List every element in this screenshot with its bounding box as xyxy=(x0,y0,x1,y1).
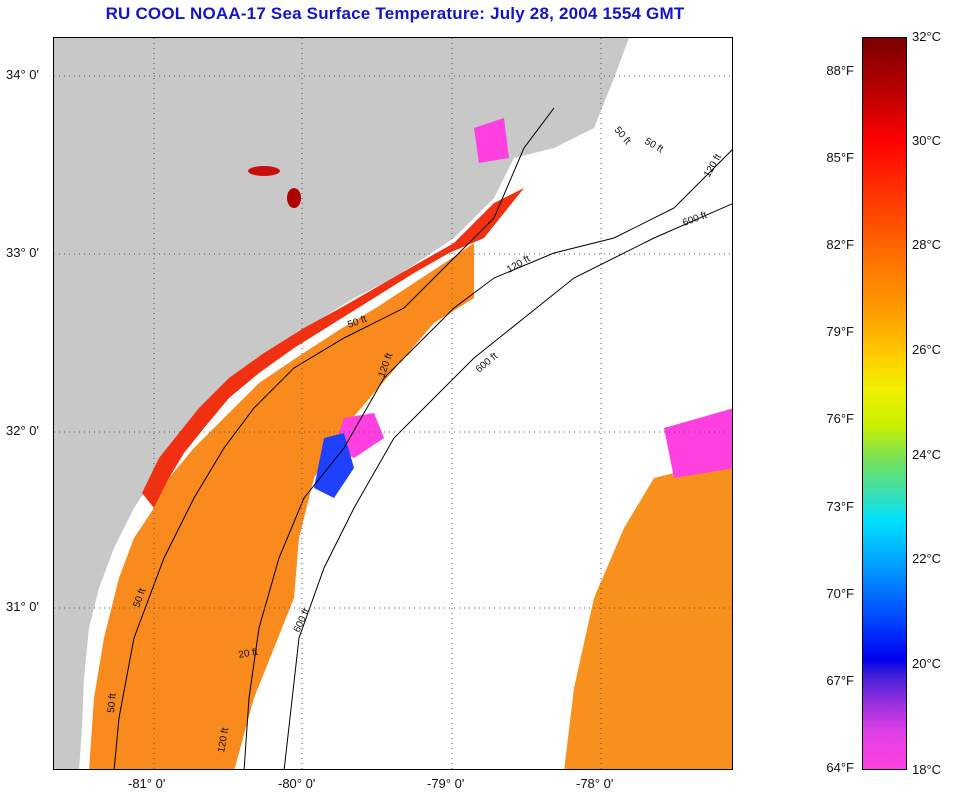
isobath-label: 120 ft xyxy=(216,727,231,754)
lat-label: 31° 0' xyxy=(6,599,39,614)
colorbar-c-label: 28°C xyxy=(912,237,942,252)
map-canvas: 50 ft 120 ft 600 ft 600 ft 120 ft 50 ft … xyxy=(54,38,732,769)
isobath-label: 120 ft xyxy=(505,253,532,275)
colorbar-f-label: 79°F xyxy=(826,324,854,339)
land-mass xyxy=(54,38,629,769)
colorbar-f-label: 73°F xyxy=(826,499,854,514)
colorbar-f-label: 70°F xyxy=(826,586,854,601)
isobath-label: 600 ft xyxy=(681,210,708,229)
colorbar-f-label: 85°F xyxy=(826,150,854,165)
warm-patch xyxy=(248,166,280,176)
lon-label: -78° 0' xyxy=(576,776,614,791)
isobath-label: 50 ft xyxy=(643,136,666,155)
isobath-label: 50 ft xyxy=(612,125,633,147)
colorbar-c-label: 22°C xyxy=(912,551,942,566)
lon-label: -80° 0' xyxy=(278,776,316,791)
isobath-label: 20 ft xyxy=(238,647,259,661)
colorbar-f-label: 64°F xyxy=(826,760,854,775)
map-title: RU COOL NOAA-17 Sea Surface Temperature:… xyxy=(105,4,685,23)
warm-coastal-band xyxy=(142,188,524,508)
isobath-label: 50 ft xyxy=(106,693,119,714)
isobath-50ft xyxy=(113,107,555,769)
lat-label: 33° 0' xyxy=(6,245,39,260)
colorbar-f-label: 76°F xyxy=(826,411,854,426)
colorbar-c-label: 18°C xyxy=(912,762,942,777)
cold-eddy xyxy=(474,118,509,163)
orange-water-east xyxy=(564,458,732,769)
isobath-label: 120 ft xyxy=(702,152,724,179)
colorbar-c-label: 32°C xyxy=(912,29,942,44)
isobath-600ft xyxy=(283,203,732,769)
colorbar-f-label: 88°F xyxy=(826,63,854,78)
colorbar-f-label: 67°F xyxy=(826,673,854,688)
colorbar-c-label: 24°C xyxy=(912,447,942,462)
cold-eddy xyxy=(314,433,354,498)
lat-label: 32° 0' xyxy=(6,423,39,438)
colorbar-c-label: 20°C xyxy=(912,656,942,671)
colorbar-c-label: 26°C xyxy=(912,342,942,357)
graticule xyxy=(54,38,732,769)
isobath-label: 600 ft xyxy=(292,607,313,635)
lat-label: 34° 0' xyxy=(6,67,39,82)
colorbar-f-label: 82°F xyxy=(826,237,854,252)
sst-map[interactable]: 50 ft 120 ft 600 ft 600 ft 120 ft 50 ft … xyxy=(53,37,733,770)
orange-water xyxy=(89,243,474,769)
temperature-colorbar xyxy=(862,37,907,770)
lon-label: -79° 0' xyxy=(427,776,465,791)
warm-patch xyxy=(287,188,301,208)
lon-label: -81° 0' xyxy=(128,776,166,791)
isobath-120ft xyxy=(243,149,732,769)
cold-eddy xyxy=(664,408,732,478)
colorbar-c-label: 30°C xyxy=(912,133,942,148)
